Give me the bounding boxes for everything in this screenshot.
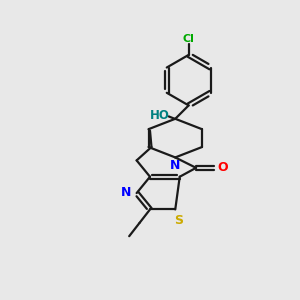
- Text: S: S: [174, 214, 183, 227]
- Text: HO: HO: [150, 109, 170, 122]
- Text: N: N: [121, 186, 131, 199]
- Text: N: N: [170, 159, 181, 172]
- Text: Cl: Cl: [183, 34, 195, 44]
- Text: O: O: [218, 161, 228, 174]
